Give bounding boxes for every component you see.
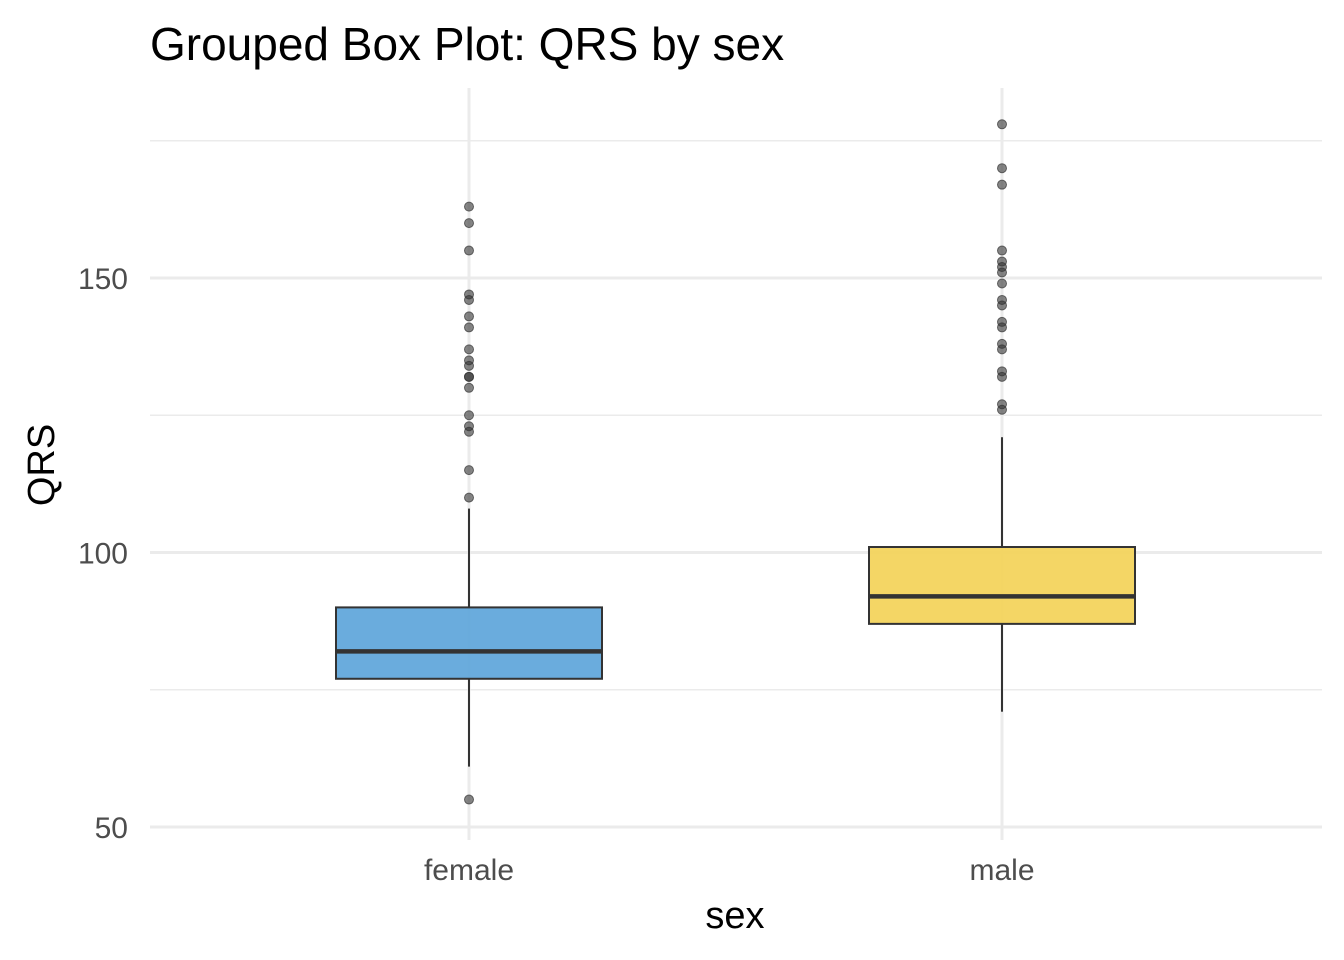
y-tick-label: 50	[95, 812, 128, 845]
iqr-box	[868, 546, 1136, 625]
gridlines	[150, 88, 1322, 840]
y-tick-label: 150	[78, 263, 128, 296]
outlier-point	[464, 492, 474, 503]
outlier-point	[997, 278, 1007, 289]
outlier-point	[464, 360, 474, 371]
outlier-point	[464, 426, 474, 437]
outlier-point	[997, 344, 1007, 355]
outlier-point	[997, 163, 1007, 174]
outlier-point	[464, 794, 474, 805]
box-male	[868, 119, 1136, 712]
outlier-point	[464, 311, 474, 322]
outlier-point	[464, 201, 474, 212]
y-axis-title: QRS	[21, 424, 63, 506]
y-tick-label: 100	[78, 538, 128, 571]
outlier-point	[997, 404, 1007, 415]
outlier-point	[997, 267, 1007, 278]
outlier-point	[464, 410, 474, 421]
outlier-point	[464, 322, 474, 333]
outlier-point	[464, 294, 474, 305]
chart-title: Grouped Box Plot: QRS by sex	[150, 18, 784, 70]
outlier-point	[464, 382, 474, 393]
outlier-point	[997, 322, 1007, 333]
boxes	[335, 119, 1136, 805]
outlier-point	[464, 245, 474, 256]
x-tick-label: female	[424, 854, 514, 887]
outlier-point	[464, 465, 474, 476]
outlier-point	[997, 179, 1007, 190]
x-tick-label: male	[969, 854, 1034, 887]
outlier-point	[997, 300, 1007, 311]
x-axis-title: sex	[705, 895, 764, 937]
outlier-point	[997, 119, 1007, 130]
outlier-point	[464, 371, 474, 382]
outlier-point	[464, 344, 474, 355]
outlier-point	[464, 218, 474, 229]
iqr-box	[335, 606, 603, 680]
outlier-point	[997, 245, 1007, 256]
box-female	[335, 201, 603, 805]
outlier-point	[997, 371, 1007, 382]
tick-labels: 50 100 150 female male	[78, 263, 1035, 887]
